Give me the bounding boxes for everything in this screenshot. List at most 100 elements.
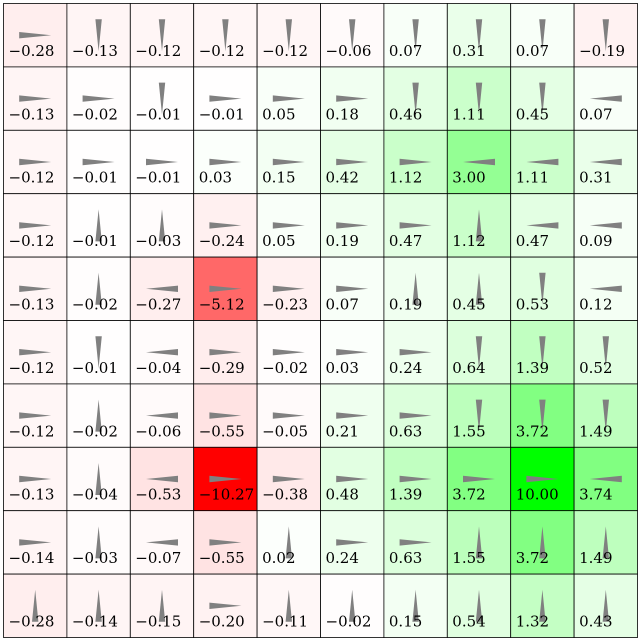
arrow-right-icon — [19, 32, 52, 39]
cell-value: −0.07 — [135, 549, 181, 567]
cell-value: 1.11 — [452, 105, 485, 123]
cell-value: 1.49 — [579, 549, 612, 567]
cell-value: −0.02 — [72, 105, 118, 123]
cell-value: −0.12 — [9, 169, 55, 187]
grid-cell: −0.01 — [193, 66, 258, 131]
cell-value: −0.28 — [9, 42, 55, 60]
grid-cell: 0.31 — [446, 3, 512, 68]
grid-cell: −0.53 — [129, 446, 195, 512]
arrow-right-icon — [272, 158, 305, 166]
arrow-down-icon — [602, 399, 609, 432]
cell-value: −0.14 — [9, 549, 55, 567]
grid-cell: −0.13 — [3, 66, 68, 131]
arrow-right-icon — [399, 412, 432, 419]
arrow-right-icon — [336, 285, 369, 292]
cell-value: 3.74 — [579, 486, 612, 504]
arrow-right-icon — [463, 475, 495, 483]
arrow-right-icon — [272, 285, 305, 292]
arrow-up-icon — [95, 526, 102, 559]
arrow-right-icon — [399, 539, 432, 546]
arrow-right-icon — [19, 539, 52, 546]
grid-cell: −10.27 — [193, 446, 258, 512]
arrow-right-icon — [19, 158, 52, 166]
grid-cell: −0.04 — [129, 320, 195, 385]
cell-value: 3.72 — [516, 549, 549, 567]
cell-value: −0.06 — [135, 422, 181, 440]
grid-cell: −0.12 — [3, 193, 68, 258]
arrow-right-icon — [399, 475, 432, 483]
grid-cell: −0.01 — [66, 320, 131, 385]
arrow-right-icon — [209, 602, 242, 609]
cell-value: −0.55 — [199, 549, 245, 567]
cell-value: −0.12 — [135, 42, 181, 60]
grid-cell: 0.18 — [320, 66, 385, 131]
arrow-up-icon — [95, 589, 102, 622]
arrow-down-icon — [539, 399, 546, 432]
arrow-down-icon — [539, 82, 546, 115]
grid-cell: −0.03 — [66, 510, 131, 575]
arrow-right-icon — [272, 222, 305, 229]
grid-cell: 0.05 — [256, 193, 321, 258]
grid-cell: 0.05 — [256, 66, 321, 131]
cell-value: −0.01 — [135, 169, 181, 187]
grid-cell: −0.13 — [3, 446, 68, 512]
arrow-right-icon — [336, 539, 369, 546]
cell-value: 0.09 — [579, 232, 612, 250]
grid-cell: 0.45 — [510, 66, 575, 131]
grid-cell: −0.55 — [193, 383, 258, 448]
arrow-down-icon — [475, 82, 483, 115]
arrow-right-icon — [336, 158, 369, 166]
cell-value: −0.27 — [135, 296, 181, 314]
grid-cell: −0.14 — [66, 573, 131, 638]
cell-value: 0.63 — [389, 422, 422, 440]
grid-cell: 0.21 — [320, 383, 385, 448]
arrow-right-icon — [399, 349, 432, 356]
arrow-right-icon — [209, 349, 242, 356]
arrow-up-icon — [475, 272, 483, 305]
cell-value: 0.19 — [326, 232, 359, 250]
arrow-left-icon — [146, 412, 178, 419]
arrow-left-icon — [146, 539, 178, 546]
grid-cell: 0.43 — [573, 573, 638, 638]
grid-cell: −0.04 — [66, 446, 131, 512]
cell-value: −0.55 — [199, 422, 245, 440]
cell-value: 1.39 — [389, 486, 422, 504]
arrow-down-icon — [475, 399, 483, 432]
cell-value: 1.12 — [389, 169, 422, 187]
arrow-up-icon — [475, 526, 483, 559]
cell-value: −0.28 — [9, 613, 55, 631]
grid-cell: 0.07 — [510, 3, 575, 68]
arrow-down-icon — [539, 272, 546, 305]
cell-value: 0.24 — [326, 549, 359, 567]
grid-cell: 3.74 — [573, 446, 638, 512]
grid-cell: 1.12 — [446, 193, 512, 258]
grid-cell: 0.07 — [383, 3, 448, 68]
arrow-left-icon — [526, 158, 559, 166]
arrow-left-icon — [526, 222, 559, 229]
grid-cell: 0.15 — [256, 129, 321, 195]
arrow-down-icon — [285, 19, 292, 52]
cell-value: −0.13 — [72, 42, 118, 60]
cell-value: 0.45 — [452, 296, 485, 314]
cell-value: 0.43 — [579, 613, 612, 631]
arrow-down-icon — [349, 19, 356, 52]
grid-cell: −0.13 — [66, 3, 131, 68]
cell-value: 0.45 — [516, 105, 549, 123]
grid-cell: −5.12 — [193, 256, 258, 321]
cell-value: 0.18 — [326, 105, 359, 123]
arrow-up-icon — [32, 589, 39, 622]
grid-cell: −0.02 — [66, 256, 131, 321]
arrow-right-icon — [272, 475, 305, 483]
grid-cell: −0.06 — [129, 383, 195, 448]
grid-cell: −0.12 — [3, 320, 68, 385]
grid-cell: 3.72 — [446, 446, 512, 512]
cell-value: −0.01 — [72, 232, 118, 250]
arrow-right-icon — [19, 95, 52, 102]
cell-value: −0.12 — [9, 359, 55, 377]
grid-cell: 1.39 — [510, 320, 575, 385]
cell-value: 1.11 — [516, 169, 549, 187]
grid-cell: 0.54 — [446, 573, 512, 638]
grid-cell: 0.45 — [446, 256, 512, 321]
arrow-down-icon — [539, 336, 546, 369]
grid-cell: −0.20 — [193, 573, 258, 638]
